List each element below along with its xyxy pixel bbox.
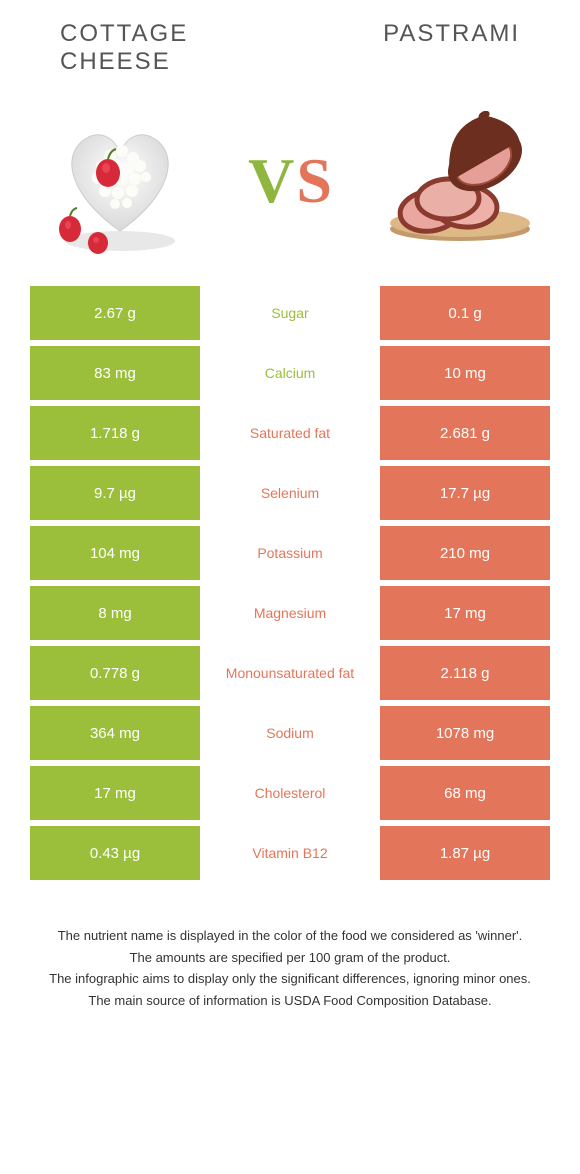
- nutrient-label: Potassium: [200, 526, 380, 580]
- table-row: 2.67 gSugar0.1 g: [30, 286, 550, 340]
- nutrient-label: Calcium: [200, 346, 380, 400]
- cell-right-value: 68 mg: [380, 766, 550, 820]
- footnote-line: The amounts are specified per 100 gram o…: [30, 948, 550, 968]
- images-row: VS: [0, 86, 580, 286]
- cell-right-value: 1.87 µg: [380, 826, 550, 880]
- cell-right-value: 210 mg: [380, 526, 550, 580]
- cell-left-value: 1.718 g: [30, 406, 200, 460]
- table-row: 364 mgSodium1078 mg: [30, 706, 550, 760]
- cell-left-value: 2.67 g: [30, 286, 200, 340]
- cell-right-value: 10 mg: [380, 346, 550, 400]
- table-row: 0.778 gMonounsaturated fat2.118 g: [30, 646, 550, 700]
- cell-left-value: 0.43 µg: [30, 826, 200, 880]
- cell-right-value: 2.681 g: [380, 406, 550, 460]
- cell-left-value: 104 mg: [30, 526, 200, 580]
- pastrami-image: [380, 101, 540, 261]
- footnotes: The nutrient name is displayed in the co…: [0, 886, 580, 1032]
- vs-s: S: [296, 144, 332, 218]
- nutrient-label: Saturated fat: [200, 406, 380, 460]
- comparison-table: 2.67 gSugar0.1 g 83 mgCalcium10 mg 1.718 g…: [0, 286, 580, 880]
- cottage-cheese-image: [40, 101, 200, 261]
- table-row: 17 mgCholesterol68 mg: [30, 766, 550, 820]
- cell-left-value: 364 mg: [30, 706, 200, 760]
- nutrient-label: Magnesium: [200, 586, 380, 640]
- cell-right-value: 17.7 µg: [380, 466, 550, 520]
- vs-v: V: [248, 144, 294, 218]
- vs-label: VS: [248, 144, 332, 218]
- cell-left-value: 83 mg: [30, 346, 200, 400]
- title-right: PASTRAMI: [290, 20, 520, 76]
- footnote-line: The main source of information is USDA F…: [30, 991, 550, 1011]
- cell-right-value: 0.1 g: [380, 286, 550, 340]
- table-row: 83 mgCalcium10 mg: [30, 346, 550, 400]
- cell-right-value: 17 mg: [380, 586, 550, 640]
- nutrient-label: Vitamin B12: [200, 826, 380, 880]
- cell-left-value: 0.778 g: [30, 646, 200, 700]
- cell-right-value: 1078 mg: [380, 706, 550, 760]
- nutrient-label: Cholesterol: [200, 766, 380, 820]
- table-row: 8 mgMagnesium17 mg: [30, 586, 550, 640]
- cell-left-value: 8 mg: [30, 586, 200, 640]
- table-row: 1.718 gSaturated fat2.681 g: [30, 406, 550, 460]
- cell-right-value: 2.118 g: [380, 646, 550, 700]
- table-row: 104 mgPotassium210 mg: [30, 526, 550, 580]
- nutrient-label: Sugar: [200, 286, 380, 340]
- cell-left-value: 9.7 µg: [30, 466, 200, 520]
- nutrient-label: Monounsaturated fat: [200, 646, 380, 700]
- title-left: COTTAGE CHEESE: [60, 20, 290, 76]
- cell-left-value: 17 mg: [30, 766, 200, 820]
- header: COTTAGE CHEESE PASTRAMI: [0, 0, 580, 86]
- nutrient-label: Sodium: [200, 706, 380, 760]
- table-row: 9.7 µgSelenium17.7 µg: [30, 466, 550, 520]
- table-row: 0.43 µgVitamin B121.87 µg: [30, 826, 550, 880]
- footnote-line: The infographic aims to display only the…: [30, 969, 550, 989]
- footnote-line: The nutrient name is displayed in the co…: [30, 926, 550, 946]
- nutrient-label: Selenium: [200, 466, 380, 520]
